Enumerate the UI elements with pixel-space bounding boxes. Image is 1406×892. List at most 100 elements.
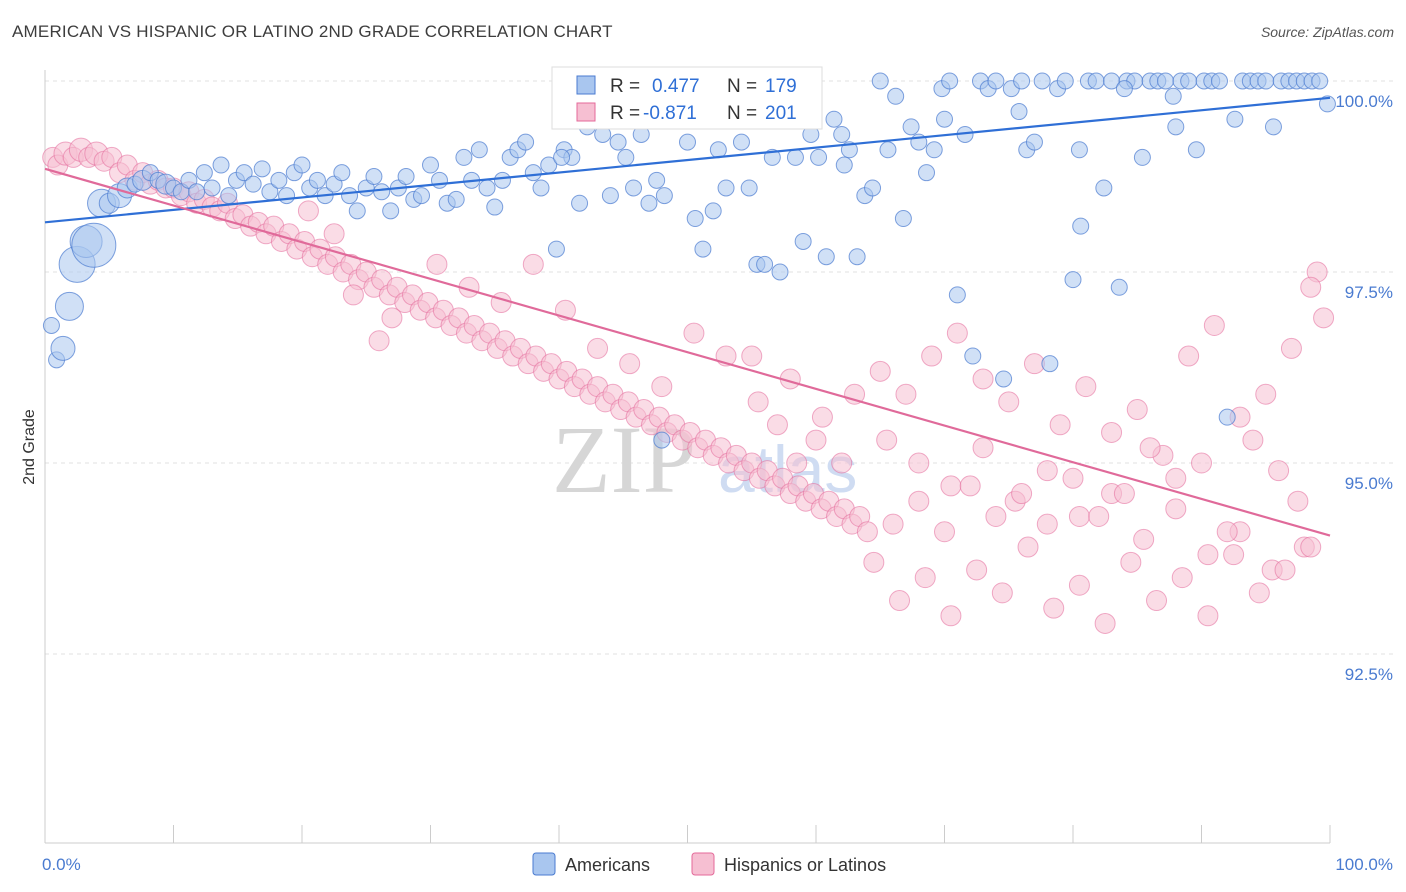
hispanics-n-label: N = — [727, 103, 757, 124]
americans-point — [648, 171, 666, 189]
hispanics-point — [811, 406, 833, 428]
hispanics-point — [1216, 521, 1238, 543]
americans-point — [1041, 355, 1059, 373]
americans-point — [771, 263, 789, 281]
hispanics-point — [863, 551, 885, 573]
americans-point — [653, 431, 671, 449]
hispanics-point — [946, 322, 968, 344]
americans-point — [1210, 72, 1228, 90]
chart-title: AMERICAN VS HISPANIC OR LATINO 2ND GRADE… — [12, 22, 613, 41]
americans-point — [1033, 72, 1051, 90]
americans-point — [532, 179, 550, 197]
americans-point — [848, 248, 866, 266]
y-tick-label: 95.0% — [1345, 474, 1393, 493]
americans-point — [964, 347, 982, 365]
americans-point — [422, 156, 439, 174]
hispanics-point — [1049, 414, 1071, 436]
americans-n-label: N = — [727, 76, 757, 97]
americans-point — [786, 148, 804, 166]
americans-point — [517, 133, 535, 151]
americans-point — [1218, 408, 1236, 426]
americans-swatch — [576, 75, 596, 95]
americans-point — [1070, 141, 1088, 159]
series-legend: Americans Hispanics or Latinos — [532, 852, 886, 876]
americans-point — [348, 202, 366, 220]
y-axis-label: 2nd Grade — [21, 409, 38, 485]
americans-point — [1187, 141, 1205, 159]
hispanics-point — [747, 391, 769, 413]
axes — [44, 70, 1331, 844]
hispanics-point — [972, 368, 994, 390]
hispanics-point — [1101, 421, 1123, 443]
americans-point — [1013, 72, 1031, 90]
americans-point — [447, 190, 465, 208]
americans-point — [794, 232, 812, 250]
trend-lines — [44, 96, 1331, 537]
hispanics-point — [1178, 345, 1200, 367]
hispanics-point — [1300, 276, 1322, 298]
hispanics-point — [426, 253, 448, 275]
hispanics-point — [876, 429, 898, 451]
americans-point — [486, 198, 504, 216]
americans-point — [430, 171, 448, 189]
hispanics-swatch — [576, 102, 596, 122]
americans-point — [42, 316, 60, 334]
americans-point — [918, 164, 936, 182]
stats-legend: R = 0.477 N = 179 R = -0.871 N = 201 — [551, 66, 823, 130]
hispanics-point — [972, 437, 994, 459]
americans-r-value: 0.477 — [652, 76, 700, 97]
hispanics-point — [1036, 513, 1058, 535]
americans-point — [1311, 72, 1329, 90]
hispanics-point — [831, 452, 853, 474]
americans-point — [1072, 217, 1090, 235]
americans-point — [686, 210, 704, 228]
americans-point — [833, 125, 851, 143]
hispanics-point — [1011, 483, 1033, 505]
hispanics-point — [1191, 452, 1212, 474]
hispanics-point — [1197, 605, 1219, 627]
americans-point — [524, 164, 542, 182]
hispanics-point — [522, 253, 544, 275]
americans-point — [270, 171, 288, 189]
hispanics-point — [1068, 574, 1090, 596]
hispanics-r-value: -0.871 — [643, 103, 697, 124]
americans-point — [1180, 72, 1198, 90]
americans-point — [810, 148, 828, 166]
hispanics-point — [914, 567, 936, 589]
americans-point — [413, 187, 431, 205]
hispanics-point — [651, 376, 673, 398]
americans-point — [1025, 133, 1043, 151]
americans-point — [817, 248, 835, 266]
americans-point — [1318, 95, 1336, 113]
americans-point — [887, 87, 905, 105]
hispanics-point — [940, 605, 962, 627]
americans-point — [333, 164, 351, 182]
americans-point — [382, 202, 400, 220]
hispanics-point — [908, 452, 930, 474]
americans-point — [987, 72, 1005, 90]
hispanics-point — [786, 452, 808, 474]
americans-point — [1157, 72, 1175, 90]
americans-point — [470, 141, 488, 159]
americans-point — [71, 222, 117, 268]
hispanics-point — [1268, 460, 1290, 482]
americans-point — [54, 291, 84, 321]
legend-americans-label: Americans — [565, 855, 650, 875]
americans-point — [1115, 80, 1133, 98]
americans-point — [1056, 72, 1074, 90]
americans-point — [341, 187, 359, 205]
americans-point — [617, 148, 635, 166]
hispanics-point — [381, 307, 403, 329]
y-tick-label: 92.5% — [1345, 665, 1393, 684]
americans-point — [655, 187, 673, 205]
americans-point — [902, 118, 920, 136]
americans-point — [763, 148, 781, 166]
americans-point — [547, 240, 565, 258]
legend-hispanics-label: Hispanics or Latinos — [724, 855, 886, 875]
hispanics-point — [940, 475, 962, 497]
americans-point — [879, 141, 897, 159]
hispanics-point — [895, 383, 917, 405]
y-tick-labels: 92.5% 95.0% 97.5% 100.0% — [1335, 92, 1393, 684]
legend-hispanics-swatch — [691, 852, 715, 876]
hispanics-point — [1094, 612, 1116, 634]
